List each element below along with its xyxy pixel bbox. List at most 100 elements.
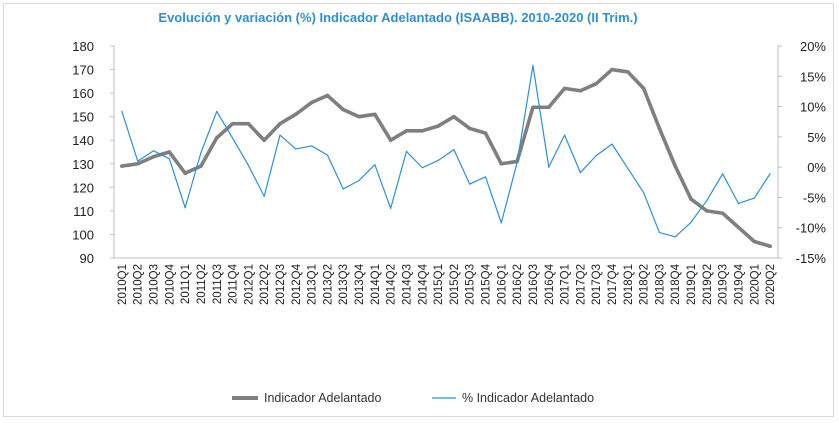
point-indicador	[183, 171, 187, 175]
point-indicador	[357, 114, 361, 119]
point-variacion	[516, 161, 518, 163]
point-variacion	[295, 148, 297, 150]
x-tick-label: 2019Q4	[733, 263, 745, 305]
point-variacion	[247, 164, 249, 166]
x-tick-label: 2013Q4	[354, 263, 366, 305]
x-tick-label: 2010Q3	[149, 264, 161, 305]
point-indicador	[673, 164, 678, 168]
point-indicador	[325, 93, 330, 98]
x-tick-label: 2020Q2	[765, 264, 777, 305]
point-indicador	[373, 112, 377, 117]
x-tick-label: 2017Q3	[591, 264, 603, 305]
series-line-variacion	[121, 64, 771, 238]
x-tick-label: 2016Q3	[528, 264, 540, 305]
left-tick-label: 130	[72, 157, 94, 172]
point-indicador	[768, 244, 772, 249]
point-variacion	[311, 145, 313, 147]
point-variacion	[184, 207, 186, 209]
series-layer	[120, 64, 772, 249]
x-tick-label: 2015Q4	[481, 263, 493, 305]
point-indicador	[626, 70, 630, 74]
point-indicador	[546, 105, 551, 110]
legend: Indicador Adelantado % Indicador Adelant…	[232, 391, 594, 405]
x-tick-label: 2016Q4	[544, 263, 556, 305]
x-tick-label: 2011Q3	[212, 264, 224, 304]
left-tick-label: 120	[72, 180, 94, 195]
x-tick-label: 2016Q1	[496, 264, 508, 305]
left-tick-label: 90	[80, 251, 94, 266]
x-tick-label: 2017Q1	[560, 264, 572, 305]
point-indicador	[641, 86, 646, 91]
x-tick-label: 2013Q1	[307, 264, 319, 305]
x-tick-label: 2010Q2	[133, 264, 145, 305]
point-indicador	[720, 211, 725, 216]
x-axis-ticks: 2010Q1 2010Q2 2010Q3 2010Q4 2011Q1 2011Q2 2011…	[117, 263, 777, 305]
right-tick-label: 5%	[807, 130, 826, 145]
point-variacion	[500, 222, 502, 224]
point-indicador	[151, 154, 156, 159]
point-variacion	[484, 176, 487, 178]
point-indicador	[436, 124, 440, 128]
x-tick-label: 2019Q1	[686, 264, 698, 305]
point-indicador	[610, 67, 614, 72]
x-tick-label: 2017Q4	[607, 263, 619, 305]
point-variacion	[231, 137, 234, 139]
point-indicador	[278, 121, 282, 126]
left-tick-label: 140	[72, 133, 94, 148]
point-variacion	[469, 183, 471, 185]
point-variacion	[548, 166, 550, 168]
point-indicador	[230, 121, 235, 126]
right-tick-label: -5%	[803, 190, 827, 205]
x-tick-label: 2011Q4	[228, 263, 240, 304]
point-variacion	[753, 197, 755, 199]
point-variacion	[563, 134, 566, 136]
x-tick-label: 2015Q2	[449, 264, 461, 305]
x-tick-label: 2019Q2	[702, 264, 714, 305]
point-variacion	[137, 160, 139, 162]
legend-label-indicador: Indicador Adelantado	[264, 391, 382, 405]
x-tick-label: 2018Q3	[654, 264, 666, 305]
x-tick-label: 2012Q1	[243, 264, 255, 305]
point-indicador	[167, 150, 172, 154]
point-variacion	[121, 110, 123, 113]
point-indicador	[341, 107, 346, 112]
x-tick-label: 2012Q2	[259, 264, 271, 305]
point-indicador	[199, 164, 203, 168]
point-variacion	[532, 64, 534, 66]
x-tick-label: 2011Q1	[180, 264, 192, 304]
x-tick-label: 2013Q2	[322, 264, 334, 305]
point-indicador	[388, 138, 393, 143]
point-indicador	[309, 100, 314, 105]
point-indicador	[214, 136, 219, 140]
left-tick-label: 160	[72, 86, 94, 101]
point-variacion	[216, 110, 218, 113]
x-tick-label: 2012Q3	[275, 264, 287, 305]
x-tick-label: 2018Q1	[623, 264, 635, 305]
right-tick-label: 0%	[807, 160, 826, 175]
point-variacion	[326, 154, 329, 156]
point-indicador	[689, 197, 693, 201]
point-indicador	[120, 164, 124, 168]
point-variacion	[263, 195, 265, 197]
x-tick-label: 2019Q3	[718, 264, 730, 305]
point-variacion	[627, 167, 629, 169]
chart-frame	[3, 3, 834, 417]
chart-title: Evolución y variación (%) Indicador Adel…	[158, 10, 637, 25]
point-indicador	[594, 81, 598, 86]
point-indicador	[499, 161, 504, 166]
point-variacion	[643, 191, 645, 194]
point-variacion	[722, 173, 724, 175]
point-indicador	[752, 239, 757, 244]
point-variacion	[737, 202, 740, 205]
point-variacion	[579, 171, 581, 174]
right-axis-ticks: -15% -10% -5% 0% 5% 10% 15% 20%	[778, 39, 826, 266]
x-tick-label: 2014Q2	[386, 264, 398, 305]
right-tick-label: -15%	[796, 251, 827, 266]
right-tick-label: 15%	[800, 69, 826, 84]
point-variacion	[342, 188, 344, 190]
x-tick-label: 2011Q2	[196, 264, 208, 304]
point-variacion	[453, 148, 455, 151]
x-tick-label: 2010Q4	[164, 263, 176, 305]
x-tick-label: 2014Q4	[417, 263, 429, 305]
